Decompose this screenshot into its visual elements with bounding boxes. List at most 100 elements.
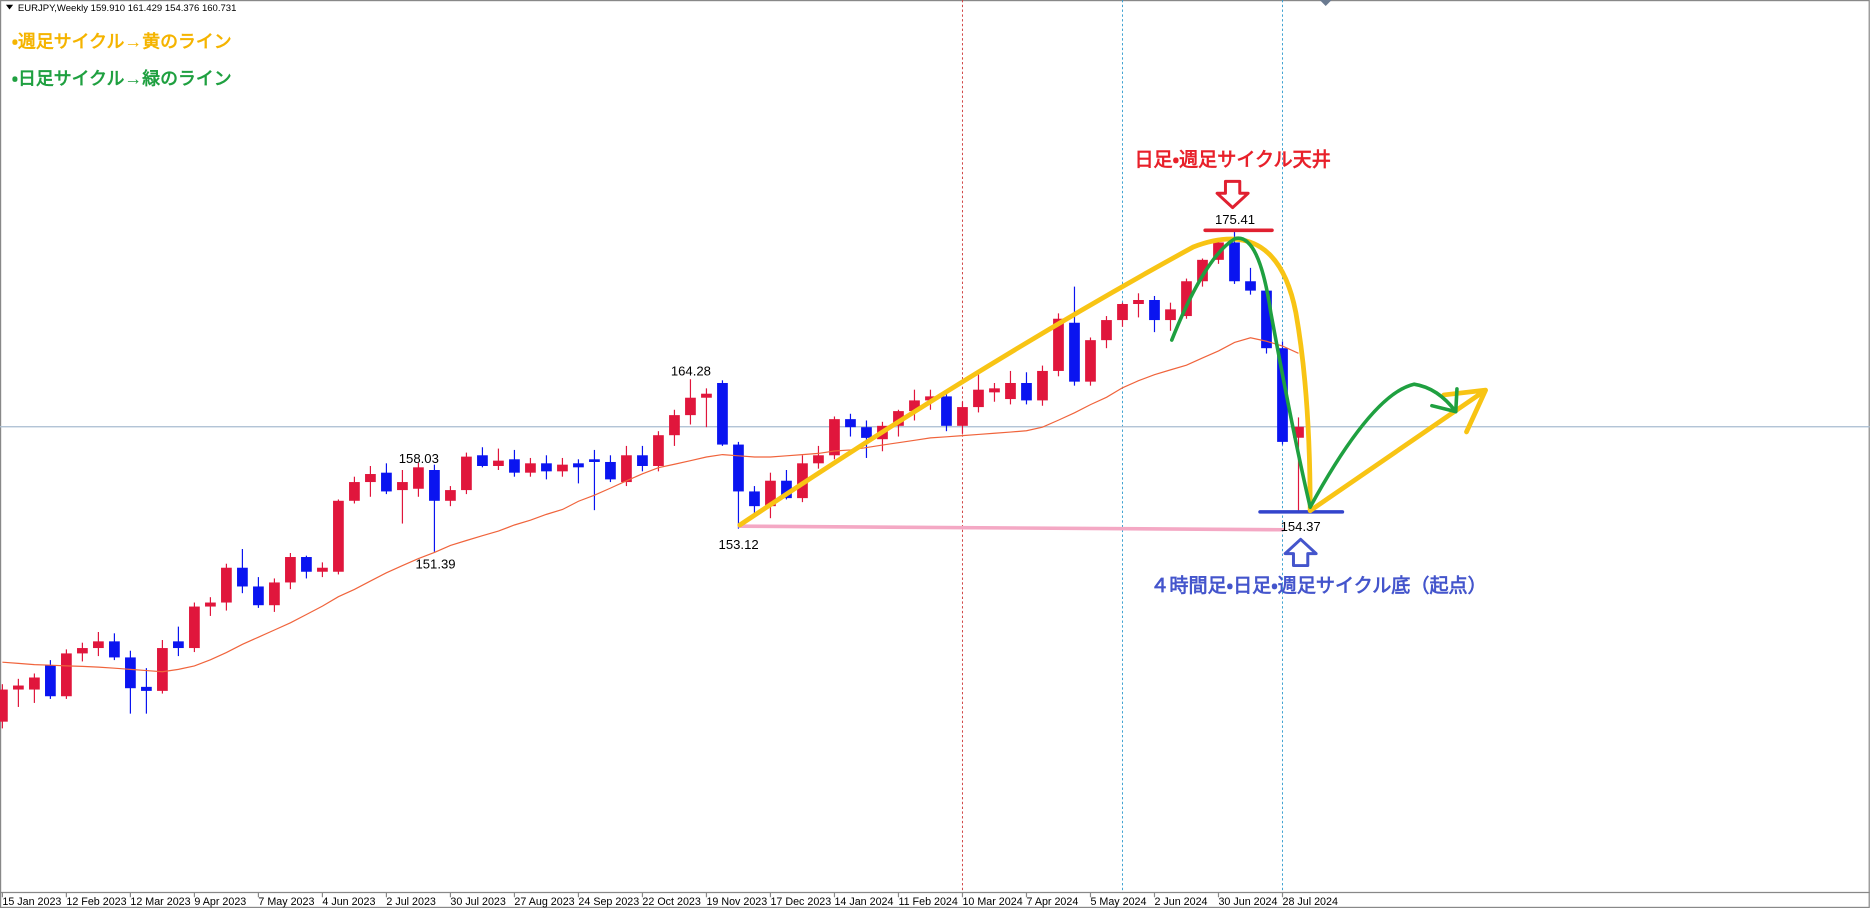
candle-body <box>605 461 616 480</box>
candle-body <box>989 388 1000 393</box>
price-label: 151.39 <box>415 556 455 571</box>
candle-body <box>285 557 296 583</box>
weekly-cycle-curve <box>737 236 1313 528</box>
candle-body <box>1005 382 1016 400</box>
x-tick-label: 7 May 2023 <box>258 896 314 908</box>
candle-body <box>477 455 488 466</box>
candle-body <box>189 606 200 649</box>
candle-body <box>829 419 840 456</box>
x-tick-label: 30 Jul 2023 <box>450 896 505 908</box>
candle-body <box>445 490 456 501</box>
x-tick-label: 4 Jun 2023 <box>322 896 375 908</box>
candle-body <box>1229 242 1240 282</box>
candle-body <box>397 482 408 491</box>
candle-body <box>253 586 264 606</box>
daily-cycle-curve <box>1169 236 1312 509</box>
candle-body <box>765 480 776 507</box>
candle-body <box>557 464 568 472</box>
x-tick-label: 12 Mar 2023 <box>130 896 190 908</box>
candle-body <box>669 415 680 436</box>
candle-body <box>221 567 232 603</box>
candle-body <box>45 665 56 697</box>
candle-body <box>813 455 824 464</box>
x-tick-label: 17 Dec 2023 <box>770 896 831 908</box>
candle-body <box>381 472 392 492</box>
candle-body <box>461 456 472 491</box>
candle-body <box>1181 281 1192 317</box>
moving-average <box>2 337 1299 673</box>
candle-body <box>349 482 360 501</box>
top-annotation: 日足・週足サイクル天井 <box>1134 149 1330 171</box>
candle-body <box>893 411 904 426</box>
x-tick-label: 11 Feb 2024 <box>898 896 957 908</box>
scroll-marker <box>1319 0 1332 6</box>
candle-body <box>205 602 216 607</box>
x-tick-label: 2 Jul 2023 <box>386 896 436 908</box>
header: EURJPY,Weekly 159.910 161.429 154.376 16… <box>18 3 237 14</box>
x-tick-label: 9 Apr 2023 <box>194 896 246 908</box>
x-tick-label: 12 Feb 2023 <box>66 896 126 908</box>
candle-body <box>701 393 712 398</box>
daily-cycle-arrow <box>1308 382 1459 509</box>
candle-body <box>637 455 648 466</box>
menu-triangle <box>5 4 14 10</box>
candle-body <box>925 396 936 401</box>
candle-body <box>1277 348 1288 442</box>
drawings <box>737 179 1488 568</box>
x-tick-label: 2 Jun 2024 <box>1154 896 1207 908</box>
candle-body <box>1149 299 1160 321</box>
x-tick-label: 22 Oct 2023 <box>642 896 700 908</box>
candle-body <box>333 500 344 572</box>
candle-body <box>157 648 168 691</box>
candle-body <box>77 648 88 654</box>
candle-body <box>1021 382 1032 401</box>
candle-body <box>1085 340 1096 382</box>
candle-body <box>509 459 520 473</box>
candle-body <box>1069 322 1080 382</box>
candle-body <box>413 467 424 489</box>
candle-body <box>237 567 248 587</box>
candle-body <box>621 455 632 483</box>
candle-body <box>781 480 792 499</box>
x-tick-label: 19 Nov 2023 <box>706 896 767 908</box>
bottom-arrow <box>1283 537 1318 568</box>
x-tick-label: 15 Jan 2023 <box>2 896 61 908</box>
candle-body <box>1197 259 1208 282</box>
candle-body <box>1261 290 1272 349</box>
candle-body <box>61 653 72 697</box>
candle-body <box>365 474 376 483</box>
candle-body <box>1133 299 1144 305</box>
candle-body <box>685 397 696 416</box>
candle-body <box>1037 370 1048 401</box>
candle-body <box>653 435 664 466</box>
candle-body <box>29 677 40 690</box>
candle-body <box>1165 309 1176 321</box>
candle-body <box>429 470 440 501</box>
candle-body <box>493 460 504 466</box>
candle-body <box>941 396 952 426</box>
x-tick-label: 24 Sep 2023 <box>578 896 639 908</box>
price-label: 154.37 <box>1281 519 1321 534</box>
candle-body <box>797 463 808 499</box>
candle-body <box>749 491 760 507</box>
x-tick-label: 5 May 2024 <box>1090 896 1146 908</box>
candle-body <box>141 686 152 691</box>
note-weekly: ・週足サイクル→黄のライン <box>12 31 232 52</box>
candle-body <box>1053 318 1064 371</box>
candle-body <box>717 382 728 445</box>
candle-body <box>93 641 104 649</box>
x-tick-label: 28 Jul 2024 <box>1282 896 1337 908</box>
x-tick-label: 14 Jan 2024 <box>834 896 893 908</box>
x-tick-label: 30 Jun 2024 <box>1218 896 1277 908</box>
candle-body <box>541 463 552 472</box>
candle-body <box>109 641 120 658</box>
price-label: 153.12 <box>719 537 759 552</box>
candle-body <box>909 400 920 412</box>
candle-body <box>1245 281 1256 291</box>
candle-body <box>1101 320 1112 341</box>
x-tick-label: 27 Aug 2023 <box>514 896 574 908</box>
candle-body <box>301 557 312 572</box>
